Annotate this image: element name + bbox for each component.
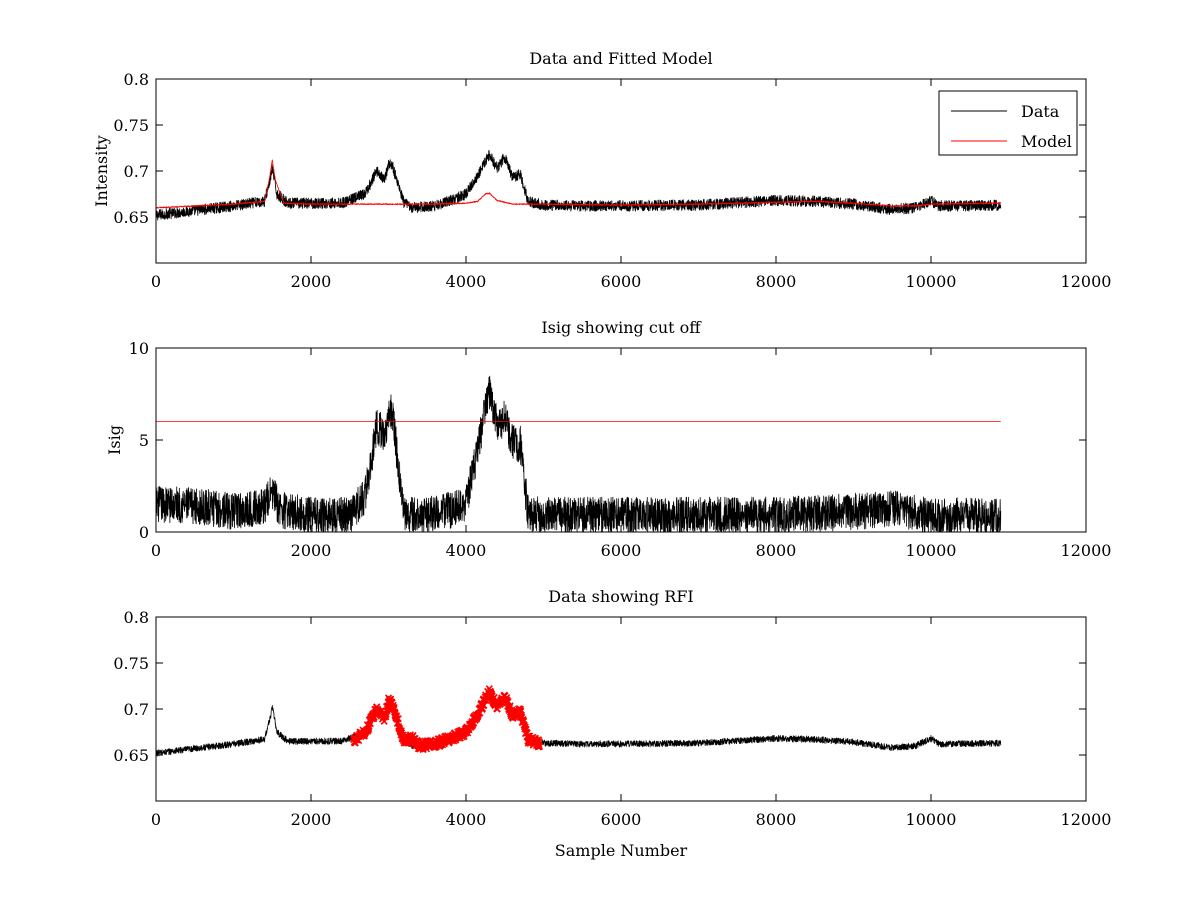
- y-axis-label: Intensity: [92, 135, 111, 207]
- x-tick-label: 2000: [291, 541, 332, 560]
- x-tick-label: 8000: [756, 272, 797, 291]
- plot-area: [156, 617, 1086, 801]
- legend: Data Model: [938, 90, 1078, 156]
- series-group: [156, 375, 1002, 532]
- chart-title: Data showing RFI: [548, 587, 693, 606]
- series-model-line: [156, 159, 1002, 209]
- subplot-2: 0 2000 4000 6000 8000 10000 12000 0 5 10 Isig show…: [105, 318, 1111, 560]
- y-tick-label: 0.7: [124, 700, 149, 719]
- x-tick-label: 8000: [756, 810, 797, 829]
- x-tick-label: 4000: [446, 810, 487, 829]
- x-axis-label: Sample Number: [555, 841, 688, 860]
- x-tick-label: 6000: [601, 541, 642, 560]
- subplot-3: 0 2000 4000 6000 8000 10000 12000 0.65 0.7 0.75 0.…: [113, 587, 1111, 860]
- x-tick-label: 0: [151, 272, 161, 291]
- x-tick-label: 0: [151, 810, 161, 829]
- chart-title: Isig showing cut off: [541, 318, 702, 337]
- x-tick-label: 0: [151, 541, 161, 560]
- y-tick-label: 0.75: [113, 116, 149, 135]
- y-tick-label: 0.8: [124, 70, 149, 89]
- series-group: [156, 685, 1002, 757]
- x-tick-label: 10000: [906, 541, 957, 560]
- x-tick-label: 8000: [756, 541, 797, 560]
- chart-title: Data and Fitted Model: [529, 49, 712, 68]
- x-tick-label: 12000: [1061, 272, 1112, 291]
- series-data-line: [156, 690, 1002, 757]
- x-tick-label: 6000: [601, 810, 642, 829]
- x-tick-label: 10000: [906, 810, 957, 829]
- x-tick-label: 4000: [446, 272, 487, 291]
- legend-label-model: Model: [1021, 132, 1072, 151]
- y-axis-label: Isig: [105, 425, 124, 455]
- x-tick-label: 6000: [601, 272, 642, 291]
- legend-box: [938, 90, 1078, 156]
- y-tick-label: 0.75: [113, 654, 149, 673]
- x-tick-label: 2000: [291, 272, 332, 291]
- x-tick-label: 2000: [291, 810, 332, 829]
- plot-area: [156, 79, 1086, 263]
- y-tick-label: 0.8: [124, 608, 149, 627]
- series-data-line: [156, 150, 1002, 221]
- subplot-1: 0 2000 4000 6000 8000 10000 12000 0.65 0.7 0.75 0.…: [92, 49, 1111, 291]
- x-tick-label: 10000: [906, 272, 957, 291]
- x-tick-label: 12000: [1061, 810, 1112, 829]
- y-tick-label: 0.65: [113, 746, 149, 765]
- series-rfi-markers: [350, 685, 544, 754]
- y-tick-label: 0.7: [124, 162, 149, 181]
- y-tick-label: 10: [129, 339, 149, 358]
- series-group: [156, 150, 1002, 221]
- y-tick-label: 5: [139, 431, 149, 450]
- legend-label-data: Data: [1021, 102, 1060, 121]
- x-tick-label: 12000: [1061, 541, 1112, 560]
- series-isig-line: [156, 375, 1002, 532]
- x-tick-label: 4000: [446, 541, 487, 560]
- y-tick-label: 0.65: [113, 208, 149, 227]
- y-tick-label: 0: [139, 523, 149, 542]
